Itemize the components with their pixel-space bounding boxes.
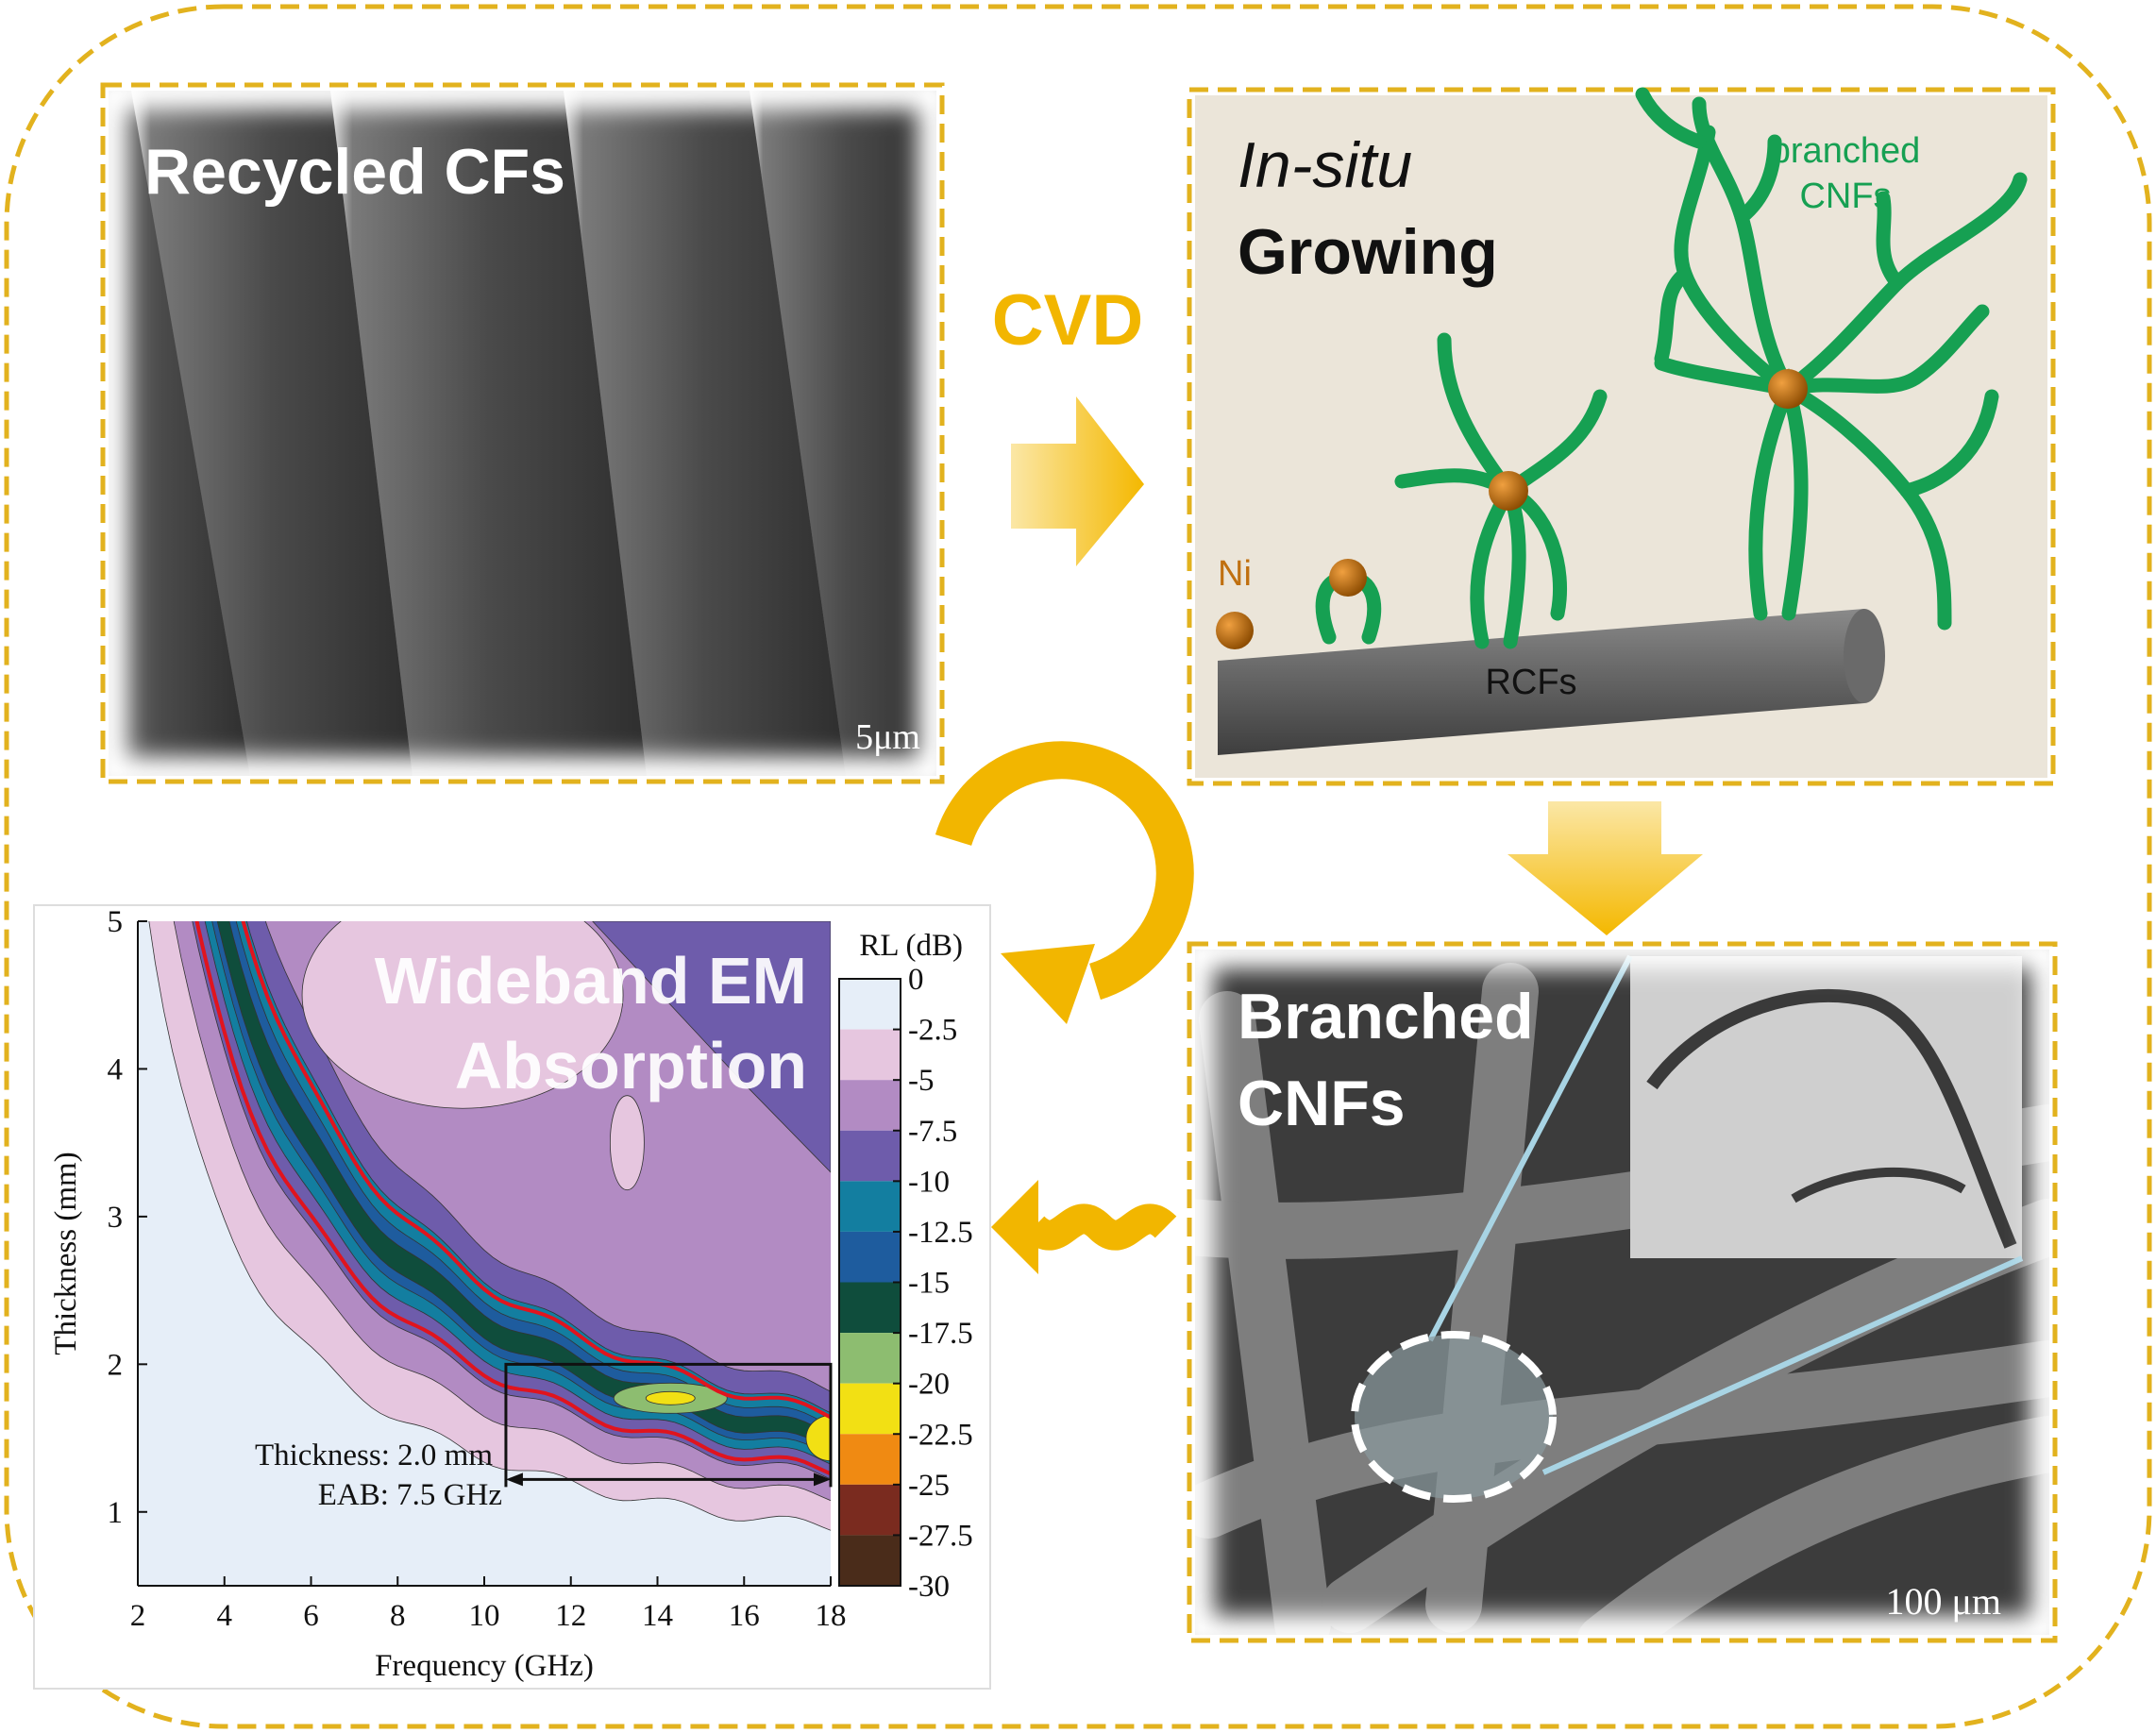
colorbar-tick-label: -10 — [908, 1165, 950, 1199]
x-tick-label: 16 — [729, 1599, 760, 1633]
sem-image — [109, 91, 936, 776]
colorbar-band — [839, 1484, 901, 1536]
wave-arrow — [991, 1180, 1177, 1274]
colorbar-tick-label: -7.5 — [908, 1115, 957, 1149]
cycle-arrow — [935, 741, 1194, 1024]
panel-frame — [1187, 87, 2056, 786]
colorbar-tick-label: -2.5 — [908, 1014, 957, 1048]
arrow-head — [814, 1472, 831, 1487]
contour-line — [241, 921, 831, 1420]
y-tick-label: 1 — [108, 1496, 124, 1530]
colorbar-tick-label: -22.5 — [908, 1418, 973, 1452]
scale-bar: 100 μm — [1885, 1580, 2001, 1623]
panel-title: CNFs — [1238, 1068, 1406, 1139]
colorbar-tick-label: -30 — [908, 1570, 950, 1604]
sem-image — [1195, 950, 2049, 1635]
colorbar-band — [839, 1434, 901, 1485]
annotation: EAB: 7.5 GHz — [318, 1478, 502, 1512]
x-tick-label: 14 — [642, 1599, 673, 1633]
x-tick-label: 10 — [469, 1599, 500, 1633]
y-tick-label: 2 — [108, 1348, 124, 1382]
colorbar-tick-label: 0 — [908, 963, 924, 997]
colorbar-band — [839, 1535, 901, 1586]
x-tick-label: 18 — [816, 1599, 847, 1633]
panel-title: In-situ — [1238, 129, 1412, 201]
colorbar-tick-label: -15 — [908, 1267, 950, 1301]
contour-line — [194, 921, 831, 1476]
panel-frame — [1187, 941, 2058, 1643]
colorbar-tick-label: -25 — [908, 1469, 950, 1503]
scale-bar: 5μm — [855, 717, 920, 757]
x-tick-label: 6 — [303, 1599, 319, 1633]
x-tick-label: 12 — [555, 1599, 586, 1633]
contour-band — [609, 1095, 645, 1191]
colorbar-band — [839, 1282, 901, 1334]
arrow — [1508, 801, 1703, 935]
contour-band — [805, 1415, 831, 1461]
x-axis-label: Frequency (GHz) — [375, 1649, 594, 1683]
contour-plot: 2 4 6 8 10 12 14 16 18123450-2.5-5-7.5-10-12.5-1… — [108, 905, 973, 1633]
colorbar-band — [839, 1181, 901, 1232]
outer-frame — [4, 4, 2152, 1729]
y-tick-label: 3 — [108, 1201, 124, 1235]
arrow-head — [505, 1472, 523, 1487]
annotation: Thickness: 2.0 mm — [255, 1439, 493, 1472]
y-tick-label: 4 — [108, 1052, 124, 1086]
eab-box — [504, 1362, 833, 1488]
colorbar-title: RL (dB) — [859, 929, 963, 963]
colorbar-band — [839, 1231, 901, 1283]
colorbar-band — [839, 1029, 901, 1081]
colorbar-band — [839, 1080, 901, 1131]
panel-title: Growing — [1238, 216, 1498, 288]
colorbar-band — [839, 1130, 901, 1182]
y-tick-label: 5 — [108, 905, 124, 939]
colorbar-band — [839, 1383, 901, 1435]
panel-frame — [100, 82, 945, 784]
label: branched — [1771, 131, 1920, 171]
x-tick-label: 8 — [390, 1599, 406, 1633]
colorbar-tick-label: -5 — [908, 1064, 935, 1098]
contour-band — [301, 921, 624, 1109]
label: CNFs — [1799, 177, 1891, 216]
panel-title: Branched — [1238, 981, 1534, 1052]
contour-band — [592, 921, 831, 1173]
x-tick-label: 2 — [130, 1599, 146, 1633]
contour-band — [645, 1390, 696, 1405]
fiber-illustration — [1216, 87, 2028, 755]
x-tick-label: 4 — [217, 1599, 233, 1633]
colorbar-tick-label: -27.5 — [908, 1519, 973, 1553]
colorbar-tick-label: -17.5 — [908, 1317, 973, 1351]
colorbar-band — [839, 1333, 901, 1384]
contour-field — [138, 921, 831, 1586]
panel-title: Recycled CFs — [144, 136, 565, 208]
colorbar-tick-label: -20 — [908, 1368, 950, 1402]
colorbar-band — [839, 979, 901, 1030]
label: RCFs — [1485, 663, 1576, 702]
label: Ni — [1218, 554, 1252, 594]
y-axis-label: Thickness (mm) — [49, 1152, 83, 1354]
overlay-title: Absorption — [455, 1029, 807, 1102]
overlay-title: Wideband EM — [375, 944, 807, 1018]
arrow — [1011, 396, 1144, 566]
colorbar-tick-label: -12.5 — [908, 1216, 973, 1250]
process-label: CVD — [992, 280, 1143, 361]
